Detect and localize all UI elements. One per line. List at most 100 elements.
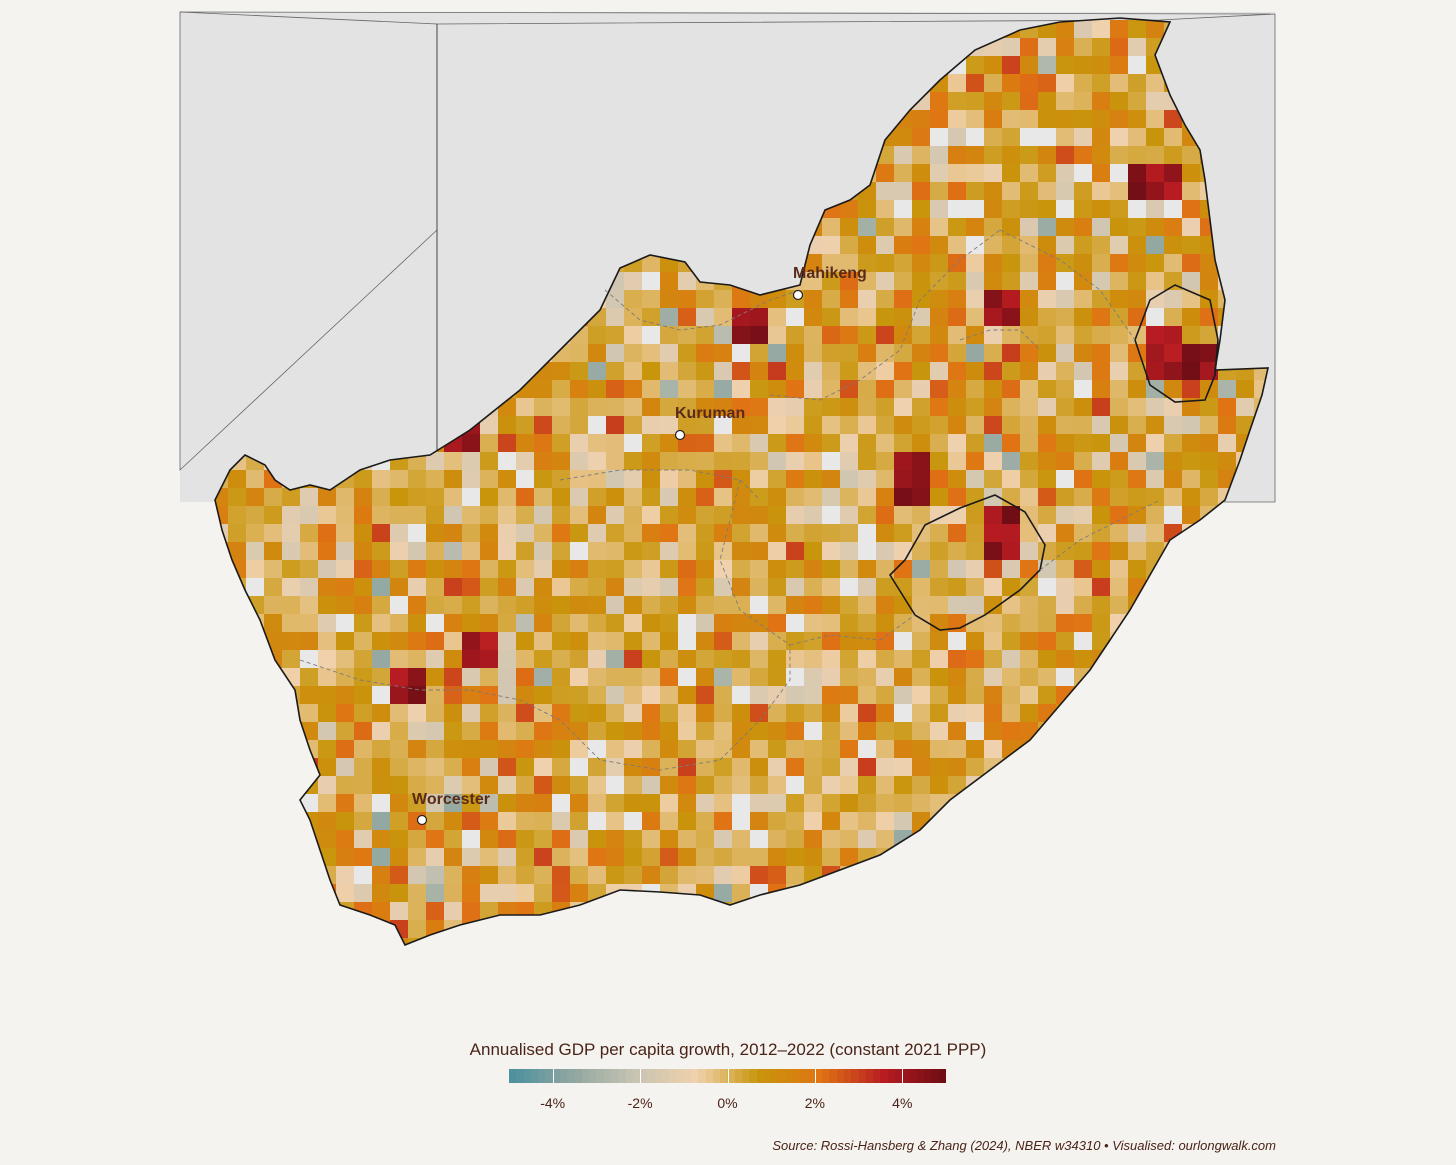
grid-cell — [1218, 758, 1236, 776]
grid-cell — [732, 290, 750, 308]
grid-cell — [588, 380, 606, 398]
grid-cell — [390, 740, 408, 758]
grid-cell — [930, 182, 948, 200]
grid-cell — [876, 740, 894, 758]
grid-cell — [714, 722, 732, 740]
grid-cell — [354, 704, 372, 722]
grid-cell — [660, 848, 678, 866]
grid-cell — [588, 920, 606, 938]
grid-cell — [215, 722, 228, 740]
grid-cell — [408, 668, 426, 686]
grid-cell — [966, 416, 984, 434]
grid-cell — [1002, 938, 1020, 945]
grid-cell — [984, 686, 1002, 704]
grid-cell — [786, 902, 804, 920]
grid-cell — [1110, 452, 1128, 470]
grid-cell — [480, 794, 498, 812]
grid-cell — [1056, 218, 1074, 236]
grid-cell — [516, 434, 534, 452]
grid-cell — [894, 920, 912, 938]
grid-cell — [318, 830, 336, 848]
grid-cell — [696, 524, 714, 542]
grid-cell — [696, 722, 714, 740]
grid-cell — [714, 380, 732, 398]
grid-cell — [606, 542, 624, 560]
grid-cell — [1146, 902, 1164, 920]
legend-swatch — [843, 1069, 852, 1083]
city-label-worcester: Worcester — [412, 791, 490, 808]
grid-cell — [822, 596, 840, 614]
grid-cell — [588, 668, 606, 686]
grid-cell — [912, 668, 930, 686]
grid-cell — [696, 650, 714, 668]
grid-cell — [1200, 686, 1218, 704]
grid-cell — [1128, 74, 1146, 92]
grid-cell — [1200, 668, 1218, 686]
grid-cell — [750, 308, 768, 326]
grid-cell — [1254, 578, 1268, 596]
grid-cell — [912, 812, 930, 830]
grid-cell — [462, 704, 480, 722]
grid-cell — [768, 902, 786, 920]
grid-cell — [1038, 812, 1056, 830]
grid-cell — [215, 866, 228, 884]
grid-cell — [948, 776, 966, 794]
grid-cell — [660, 722, 678, 740]
grid-cell — [372, 812, 390, 830]
grid-cell — [1200, 254, 1218, 272]
grid-cell — [1182, 938, 1200, 945]
grid-cell — [768, 848, 786, 866]
grid-cell — [1128, 722, 1146, 740]
grid-cell — [498, 434, 516, 452]
grid-cell — [606, 866, 624, 884]
grid-cell — [1182, 902, 1200, 920]
grid-cell — [1074, 110, 1092, 128]
grid-cell — [1092, 956, 1110, 974]
grid-cell — [912, 866, 930, 884]
grid-cell — [372, 938, 390, 945]
grid-cell — [480, 434, 498, 452]
grid-cell — [660, 290, 678, 308]
grid-cell — [984, 380, 1002, 398]
grid-cell — [750, 452, 768, 470]
grid-cell — [215, 650, 228, 668]
grid-cell — [876, 596, 894, 614]
country-border — [214, 17, 1270, 947]
grid-cell — [840, 596, 858, 614]
grid-cell — [570, 416, 588, 434]
legend-swatch — [654, 1069, 662, 1083]
grid-cell — [858, 506, 876, 524]
grid-cell — [1110, 182, 1128, 200]
grid-cell — [948, 578, 966, 596]
grid-cell — [1020, 236, 1038, 254]
grid-cell — [840, 938, 858, 945]
grid-cell — [714, 326, 732, 344]
grid-cell — [1110, 218, 1128, 236]
grid-cell — [678, 848, 696, 866]
grid-cell — [354, 686, 372, 704]
grid-cell — [588, 650, 606, 668]
grid-cell — [822, 902, 840, 920]
grid-cell — [372, 740, 390, 758]
grid-cell — [966, 164, 984, 182]
grid-cell — [1110, 488, 1128, 506]
grid-cell — [732, 650, 750, 668]
grid-cell — [786, 686, 804, 704]
grid-cell — [215, 614, 228, 632]
grid-cell — [215, 938, 228, 945]
grid-cell — [498, 632, 516, 650]
grid-cell — [786, 470, 804, 488]
grid-cell — [768, 290, 786, 308]
grid-cell — [1128, 758, 1146, 776]
grid-cell — [822, 632, 840, 650]
grid-cell — [660, 542, 678, 560]
grid-cell — [588, 812, 606, 830]
grid-cell — [300, 668, 318, 686]
grid-cell — [1056, 848, 1074, 866]
grid-cell — [300, 902, 318, 920]
grid-cell — [1182, 470, 1200, 488]
grid-cell — [1038, 326, 1056, 344]
grid-cell — [1020, 488, 1038, 506]
grid-cell — [570, 884, 588, 902]
grid-cell — [498, 578, 516, 596]
